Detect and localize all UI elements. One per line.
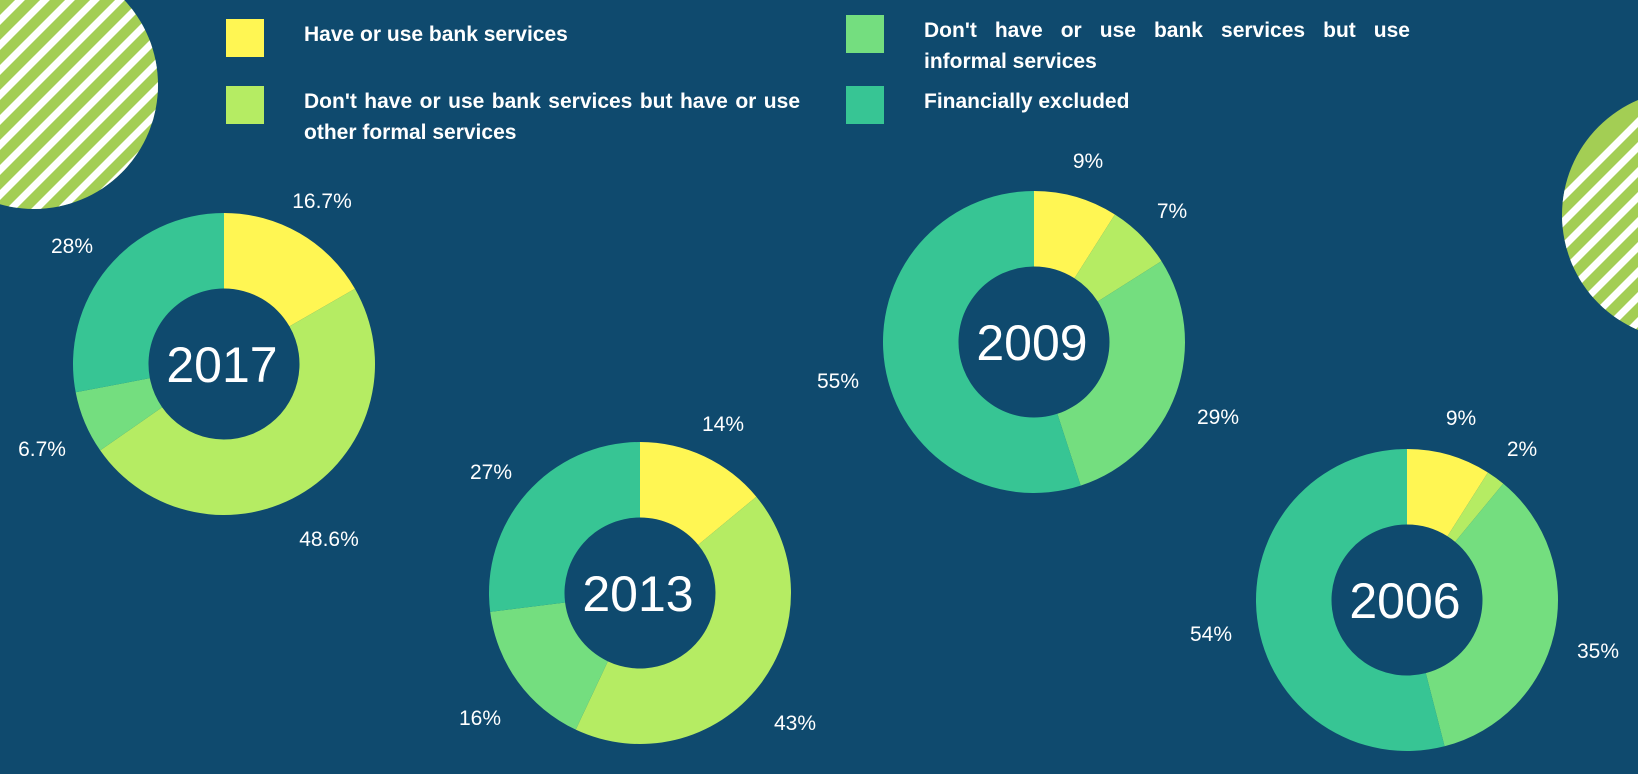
legend-item-other-formal: Don't have or use bank services but have… (226, 86, 800, 148)
data-label: 2% (1507, 438, 1537, 461)
data-label: 16% (459, 707, 501, 730)
data-label: 6.7% (18, 438, 66, 461)
data-label: 9% (1073, 150, 1103, 173)
data-label: 48.6% (299, 528, 359, 551)
donut-slice (640, 442, 757, 545)
stripe (0, 0, 158, 209)
data-label: 16.7% (292, 190, 352, 213)
data-label: 27% (470, 461, 512, 484)
decorative-striped-circle-right (1562, 90, 1638, 340)
data-label: 35% (1577, 640, 1619, 663)
stripe (0, 0, 158, 209)
donut-slice (575, 496, 791, 744)
donut-slice (75, 378, 163, 451)
donut-chart-2013: 2013 14% 43% 16% 27% (459, 413, 816, 744)
stripe (0, 0, 63, 209)
donut-center-label: 2017 (166, 337, 277, 393)
stripe (1562, 90, 1638, 340)
donut-chart-2006: 2006 9% 2% 35% 54% (1190, 407, 1619, 752)
stripe (0, 0, 158, 209)
donut-chart-2017: 2017 16.7% 48.6% 6.7% 28% (18, 190, 376, 551)
legend-item-bank-services: Have or use bank services (226, 19, 804, 57)
donut-charts: 2017 16.7% 48.6% 6.7% 28% 2013 14% 43% 16% 27% 200… (18, 150, 1619, 752)
data-label: 28% (51, 235, 93, 258)
data-label: 43% (774, 712, 816, 735)
data-label: 14% (702, 413, 744, 436)
stripe (1577, 90, 1638, 340)
legend-label: Financially excluded (924, 90, 1130, 113)
legend-label: Don't have or use bank services but have… (304, 90, 800, 144)
donut-slice (1034, 191, 1115, 279)
data-label: 54% (1190, 623, 1232, 646)
legend-swatch (226, 19, 264, 57)
legend-item-excluded: Financially excluded (846, 86, 1410, 124)
data-label: 55% (817, 370, 859, 393)
donut-slice (224, 213, 355, 327)
legend-label: Don't have or use bank services but use … (924, 19, 1410, 73)
donut-slice (1255, 449, 1445, 752)
decorative-striped-circle-left (0, 0, 158, 209)
stripe (0, 0, 138, 209)
donut-slice (72, 213, 224, 393)
donut-slice (1074, 214, 1162, 302)
donut-slice (100, 288, 376, 516)
legend-label: Have or use bank services (304, 23, 568, 46)
donut-chart-2009: 2009 9% 7% 29% 55% (817, 150, 1239, 493)
donut-slice (490, 602, 608, 730)
legend-swatch (846, 86, 884, 124)
stripe (0, 0, 158, 209)
legend-swatch (226, 86, 264, 124)
stripe (17, 0, 158, 209)
legend-swatch (846, 15, 884, 53)
data-label: 29% (1197, 406, 1239, 429)
donut-slice (1057, 261, 1185, 486)
donut-slice (1407, 449, 1488, 537)
legend-item-informal: Don't have or use bank services but use … (846, 15, 1410, 77)
data-label: 7% (1157, 200, 1187, 223)
donut-slice (883, 191, 1081, 493)
donut-slice (489, 442, 640, 612)
donut-center-label: 2009 (976, 315, 1087, 371)
data-label: 9% (1446, 407, 1476, 430)
stripe (0, 0, 158, 209)
donut-slice (1425, 483, 1558, 747)
donut-slice (1447, 472, 1504, 542)
donut-center-label: 2006 (1349, 573, 1460, 629)
stripe (0, 0, 88, 209)
stripe (1562, 90, 1638, 340)
donut-center-label: 2013 (582, 566, 693, 622)
stripe (1562, 90, 1638, 340)
stripe (0, 0, 113, 209)
